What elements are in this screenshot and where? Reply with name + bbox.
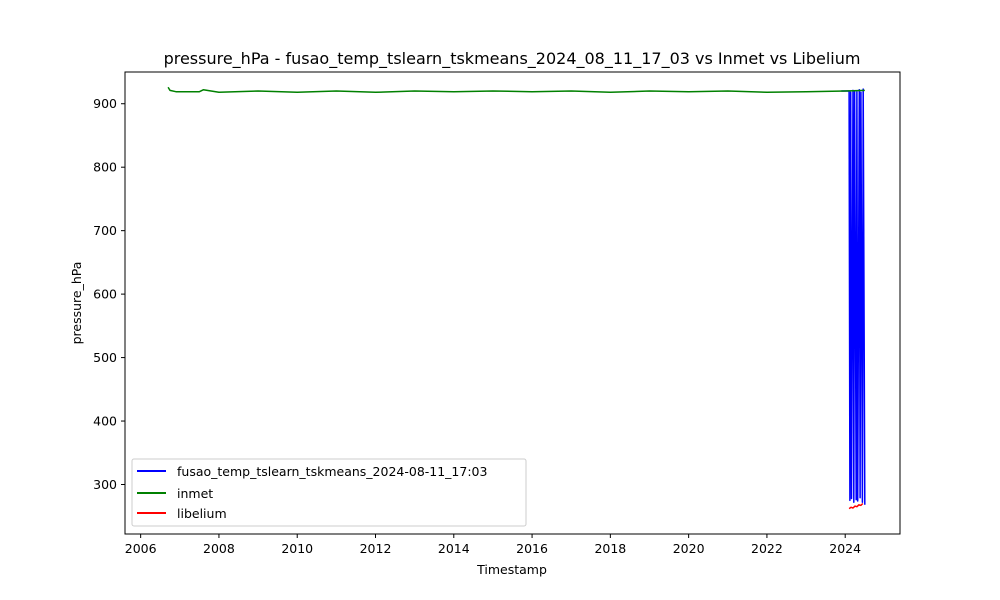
x-tick-label: 2024 xyxy=(829,541,861,556)
x-tick-label: 2006 xyxy=(125,541,157,556)
x-tick-label: 2010 xyxy=(281,541,313,556)
x-tick-label: 2014 xyxy=(438,541,470,556)
y-tick-label: 700 xyxy=(93,223,117,238)
x-tick-label: 2008 xyxy=(203,541,235,556)
chart-title: pressure_hPa - fusao_temp_tslearn_tskmea… xyxy=(164,49,861,69)
y-tick-label: 600 xyxy=(93,287,117,302)
x-axis-title: Timestamp xyxy=(476,562,547,577)
legend-label-libelium: libelium xyxy=(177,506,227,521)
y-tick-label: 400 xyxy=(93,414,117,429)
ticks-layer: 2006 2008 2010 2012 2014 2016 2018 2020 2022 2024… xyxy=(93,96,861,556)
y-tick-label: 800 xyxy=(93,160,117,175)
y-axis-title: pressure_hPa xyxy=(69,262,84,345)
legend-box xyxy=(131,458,527,527)
legend-label-fusao: fusao_temp_tslearn_tskmeans_2024-08-11_1… xyxy=(177,464,487,479)
legend: fusao_temp_tslearn_tskmeans_2024-08-11_1… xyxy=(131,458,527,527)
x-tick-label: 2016 xyxy=(516,541,548,556)
x-tick-label: 2022 xyxy=(751,541,783,556)
plot-area-frame xyxy=(124,71,901,535)
x-tick-label: 2012 xyxy=(360,541,392,556)
series-line-0 xyxy=(841,88,866,505)
series-line-2 xyxy=(848,502,864,510)
y-tick-label: 500 xyxy=(93,350,117,365)
plot-layer xyxy=(167,86,866,510)
x-tick-label: 2018 xyxy=(594,541,626,556)
legend-label-inmet: inmet xyxy=(177,486,213,501)
y-tick-label: 300 xyxy=(93,477,117,492)
series-line-1 xyxy=(167,86,865,94)
y-tick-label: 900 xyxy=(93,96,117,111)
x-tick-label: 2020 xyxy=(673,541,705,556)
